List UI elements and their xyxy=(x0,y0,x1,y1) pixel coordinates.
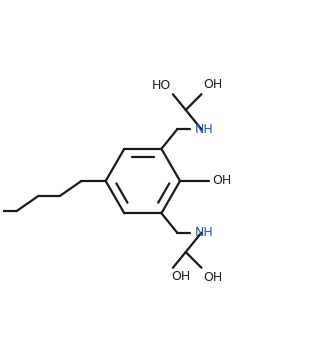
Text: OH: OH xyxy=(172,270,191,283)
Text: NH: NH xyxy=(195,123,214,136)
Text: OH: OH xyxy=(212,174,231,188)
Text: NH: NH xyxy=(195,226,214,239)
Text: OH: OH xyxy=(203,78,222,91)
Text: OH: OH xyxy=(203,271,222,284)
Text: HO: HO xyxy=(152,79,172,92)
